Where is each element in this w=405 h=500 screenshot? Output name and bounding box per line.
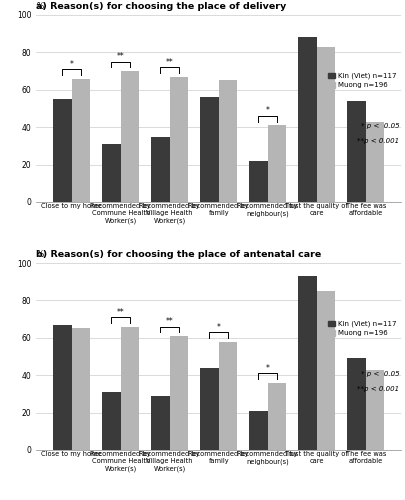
Bar	[72, 328, 90, 450]
Text: *: *	[266, 364, 270, 373]
Bar	[121, 326, 139, 450]
Text: **: **	[117, 308, 125, 316]
Bar	[53, 324, 72, 450]
Bar	[317, 291, 335, 450]
Text: *: *	[70, 60, 74, 68]
Legend: Kin (Viet) n=117, Muong n=196: Kin (Viet) n=117, Muong n=196	[327, 72, 397, 89]
Bar	[72, 78, 90, 202]
Bar	[317, 47, 335, 202]
Bar	[170, 76, 188, 202]
Bar	[249, 161, 268, 202]
Text: *: *	[266, 106, 270, 116]
Bar	[151, 396, 170, 450]
Text: %: %	[36, 250, 44, 260]
Text: **: **	[166, 317, 174, 326]
Bar	[151, 136, 170, 202]
Text: **p < 0.001: **p < 0.001	[357, 386, 399, 392]
Bar	[347, 101, 366, 202]
Bar	[102, 392, 121, 450]
Text: a) Reason(s) for choosing the place of delivery: a) Reason(s) for choosing the place of d…	[36, 2, 287, 12]
Text: * p <  0.05: * p < 0.05	[360, 372, 399, 378]
Bar	[170, 336, 188, 450]
Bar	[298, 38, 317, 202]
Bar	[366, 122, 384, 202]
Text: *: *	[217, 322, 221, 332]
Legend: Kin (Viet) n=117, Muong n=196: Kin (Viet) n=117, Muong n=196	[327, 320, 397, 337]
Bar	[268, 382, 286, 450]
Bar	[219, 80, 237, 202]
Text: * p <  0.05: * p < 0.05	[360, 124, 399, 130]
Bar	[200, 368, 219, 450]
Bar	[268, 126, 286, 202]
Bar	[249, 410, 268, 450]
Text: b) Reason(s) for choosing the place of antenatal care: b) Reason(s) for choosing the place of a…	[36, 250, 322, 260]
Bar	[200, 98, 219, 202]
Text: **p < 0.001: **p < 0.001	[357, 138, 399, 144]
Bar	[102, 144, 121, 202]
Bar	[121, 71, 139, 202]
Bar	[298, 276, 317, 450]
Text: **: **	[166, 58, 174, 67]
Text: **: **	[117, 52, 125, 61]
Text: %: %	[36, 2, 44, 12]
Bar	[53, 99, 72, 202]
Bar	[219, 342, 237, 450]
Bar	[366, 370, 384, 450]
Bar	[347, 358, 366, 450]
